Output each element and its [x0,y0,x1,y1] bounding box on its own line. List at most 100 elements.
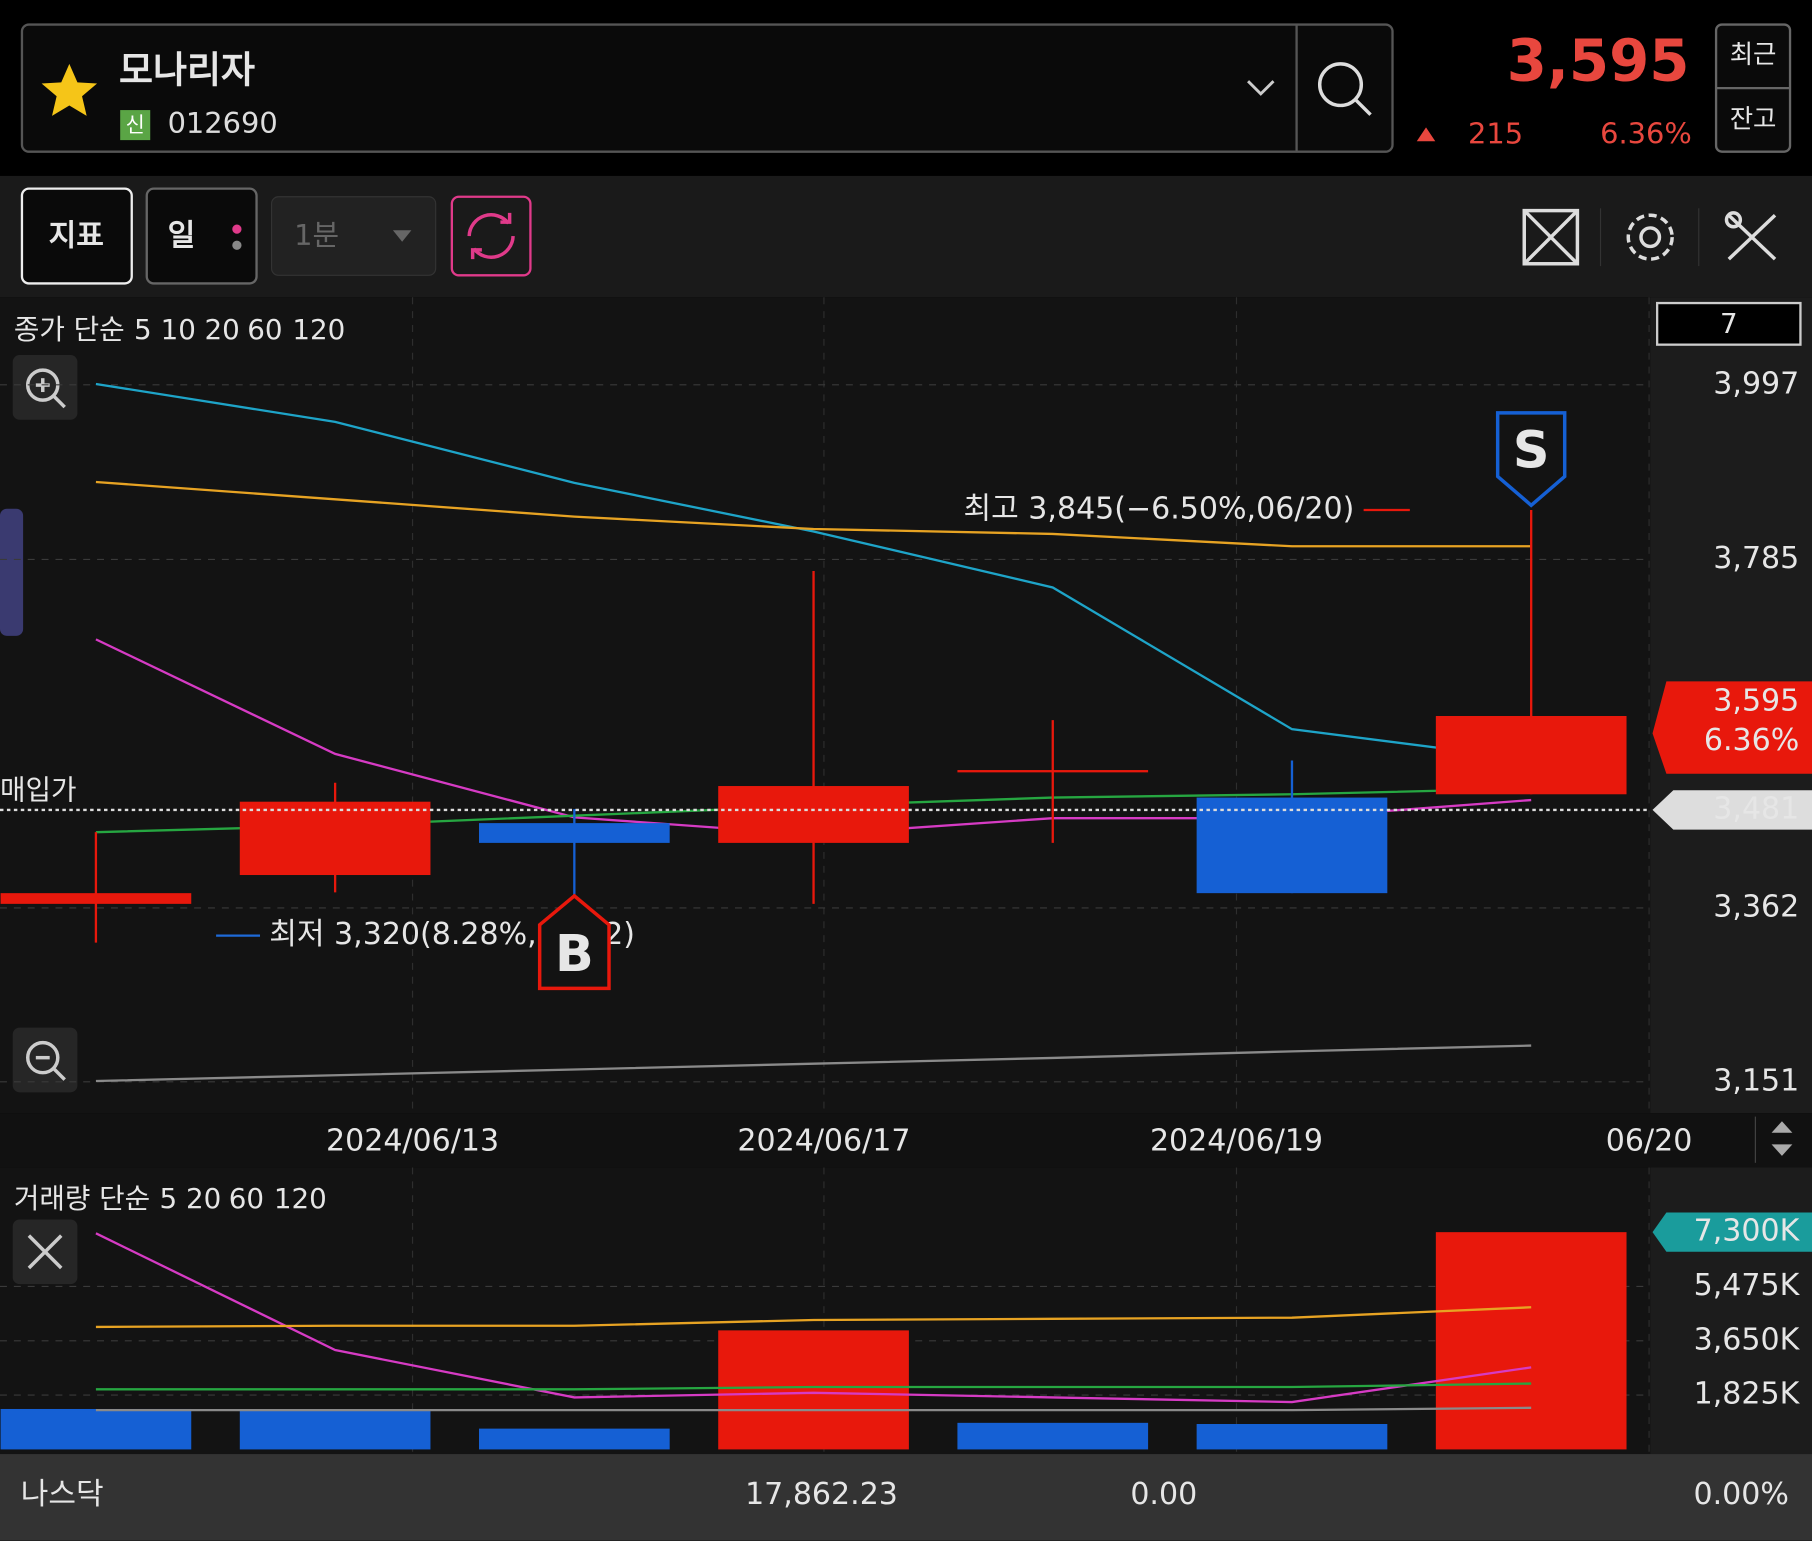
legend-entry: 60 [229,1182,264,1215]
settings-icon[interactable] [1626,213,1674,261]
search-icon[interactable] [1317,62,1372,116]
last-price-rate: 6.36% [1704,723,1799,758]
stock-name: 모나리자 [119,48,255,91]
moving-average [95,1306,1532,1329]
legend-entry: 120 [274,1182,327,1215]
legend-title: 종가 단순 [14,313,125,346]
badge-box [120,110,151,141]
interval-select[interactable]: 1분 [294,218,339,252]
x-tick-label: 2024/06/19 [1150,1124,1323,1159]
interval-select-box[interactable] [270,196,437,276]
tools-icon[interactable] [1724,211,1777,261]
footer-name: 나스닥 [21,1477,104,1512]
zoom-out[interactable] [12,1027,78,1093]
y-tick-label: 3,650K [1694,1322,1801,1357]
zoom-in[interactable] [12,355,78,420]
footer-change: 0.00 [1130,1477,1197,1512]
badge: 신 [126,113,145,137]
high-annotation: 최고 3,845(−6.50%,06/20) [964,492,1355,527]
footer-value: 17,862.23 [745,1477,898,1512]
y-tick-label: 5,475K [1694,1268,1801,1303]
legend-entry: 5 [134,313,152,346]
y-tick-label: 3,362 [1713,889,1799,924]
volume-bar [1196,1424,1388,1450]
period-button-box[interactable] [145,187,258,285]
legend-title: 거래량 단순 [14,1182,150,1215]
period-button[interactable]: 일 [168,219,196,254]
dot [232,240,242,250]
candle-body [718,786,909,843]
last-price-badge [1652,681,1812,774]
legend-entry: 20 [186,1182,221,1215]
dot [232,224,242,234]
volume-bar [239,1410,431,1450]
period-count-box[interactable] [1655,301,1802,346]
y-tick-label: 3,151 [1713,1063,1799,1098]
last-volume-label: 7,300K [1694,1214,1801,1249]
moving-average [95,1044,1532,1083]
favorite-star[interactable] [41,63,98,116]
legend-entry: 10 [161,313,196,346]
moving-average [95,480,1532,548]
volume-bar [479,1428,670,1450]
tab-balance[interactable]: 잔고 [1730,103,1777,133]
up-arrow [1416,127,1436,142]
sell-signal-marker [1495,411,1567,508]
x-tick-label: 2024/06/13 [326,1124,499,1159]
y-tick-label: 1,825K [1694,1377,1801,1412]
y-tick-label: 3,997 [1713,366,1799,401]
tab-recent[interactable]: 최근 [1730,39,1777,69]
buy-price-name: 매입가 [0,773,77,806]
footer-rate: 0.00% [1693,1477,1788,1512]
y-tick-label: 3,785 [1713,541,1799,576]
moving-average [95,1382,1532,1391]
candle-body [479,823,670,843]
candle-body [957,770,1149,773]
select-arrow [392,230,412,242]
date-axis-panel [0,1113,1812,1168]
fullscreen-icon[interactable] [1522,208,1580,266]
stock-code: 012690 [168,106,278,140]
price-change: 215 [1468,116,1523,150]
change-rate: 6.36% [1600,116,1692,150]
candle-body [1435,716,1627,795]
last-volume-badge [1652,1212,1812,1252]
candle-body [1196,797,1388,894]
candle-body [0,893,192,904]
candle-body [239,801,431,876]
legend-entry: 5 [159,1182,177,1215]
price-panel [0,297,1651,1114]
buy-signal-marker [537,893,611,991]
period-count[interactable]: 7 [1720,307,1738,340]
legend-entry: 120 [292,313,345,346]
volume-bar [0,1408,192,1450]
volume-bar [1435,1232,1627,1450]
legend-entry: 20 [205,313,240,346]
sell-signal: S [1513,420,1550,479]
x-tick-label: 2024/06/17 [737,1124,910,1159]
indicator-button-box[interactable] [20,187,133,285]
moving-average [95,382,1532,761]
dropdown-chevron[interactable] [1247,80,1275,96]
refresh-button[interactable] [450,195,532,277]
footer [0,1454,1812,1541]
volume-bar [718,1330,909,1450]
buy-signal: B [555,924,594,983]
indicator-button[interactable]: 지표 [49,219,104,254]
close-volume[interactable] [12,1219,78,1285]
moving-average [95,1406,1532,1412]
buy-price-label: 3,481 [1713,791,1799,826]
stock-selector[interactable] [20,23,1394,153]
moving-average [95,1232,1532,1404]
x-tick-label: 06/20 [1606,1124,1693,1159]
side-handle[interactable] [0,508,24,636]
scroll-arrows[interactable] [1771,1121,1793,1156]
refresh-icon [467,212,515,260]
legend-entry: 60 [247,313,282,346]
volume-bar [957,1422,1149,1450]
current-price: 3,595 [1507,27,1690,95]
last-price-label: 3,595 [1713,684,1799,719]
buy-price-badge [1652,790,1812,830]
